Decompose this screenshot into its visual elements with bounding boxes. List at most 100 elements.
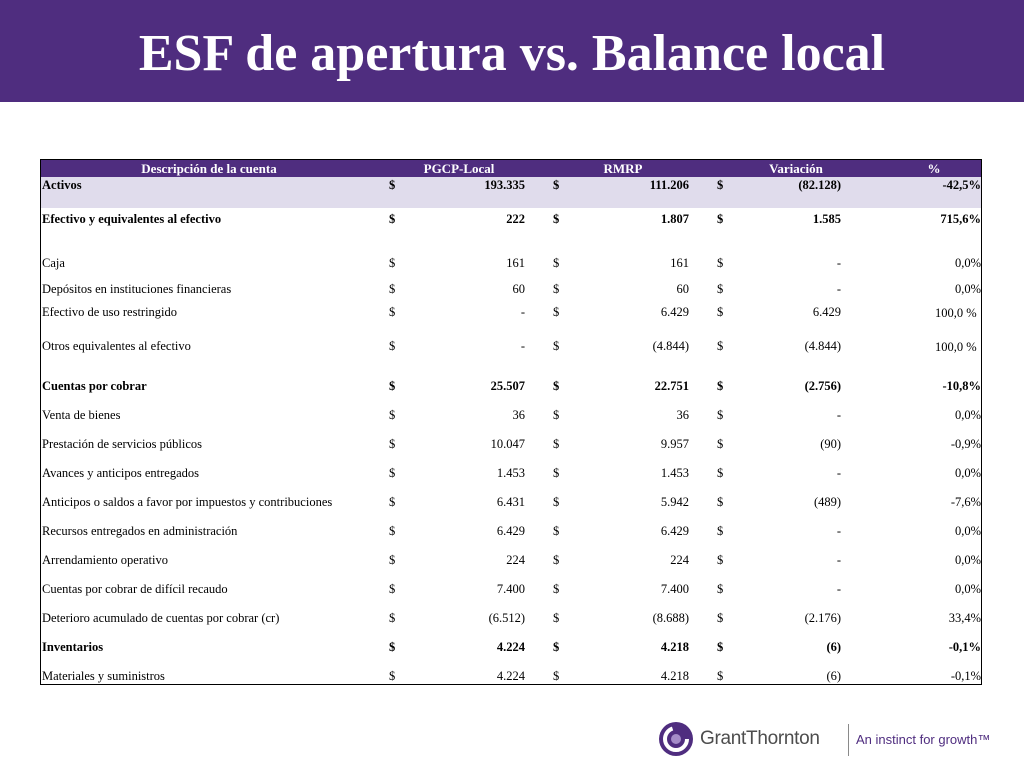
- currency-sign: $: [717, 466, 724, 480]
- rmrp-value: 7.400: [660, 582, 690, 596]
- table-row: Cuentas por cobrar de difícil recaudo $7.…: [41, 575, 981, 604]
- row-description: Activos: [41, 177, 377, 208]
- variacion-value: (90): [820, 437, 842, 451]
- currency-sign: $: [717, 305, 724, 319]
- balance-table-container: Descripción de la cuenta PGCP-Local RMRP…: [40, 159, 982, 685]
- table-row: Deterioro acumulado de cuentas por cobra…: [41, 604, 981, 633]
- percent-value: 0,0%: [954, 408, 982, 422]
- pgcp-local-value: 6.429: [496, 524, 526, 538]
- currency-sign: $: [717, 669, 724, 683]
- currency-sign: $: [553, 379, 560, 393]
- currency-sign: $: [389, 339, 396, 353]
- table-row-activos: Activos $193.335 $111.206 $ (82.128) -42,5%: [41, 177, 982, 208]
- row-description: Efectivo de uso restringido: [42, 305, 178, 319]
- row-description: Inventarios: [42, 640, 104, 654]
- currency-sign: $: [717, 339, 724, 353]
- currency-sign: $: [389, 437, 396, 451]
- rmrp-value: 36: [676, 408, 690, 422]
- grant-thornton-logo: GrantThornton An instinct for growth™: [658, 720, 998, 760]
- table-row: Caja $161 $161 $ - 0,0%: [41, 244, 981, 275]
- currency-sign: $: [717, 582, 724, 596]
- percent-value: 100,0 %: [935, 340, 977, 354]
- variacion-value: -: [836, 408, 842, 422]
- row-description: Recursos entregados en administración: [42, 524, 238, 538]
- currency-sign: $: [553, 553, 560, 567]
- pgcp-local-value: 1.453: [496, 466, 526, 480]
- currency-sign: $: [705, 177, 746, 208]
- row-description: Venta de bienes: [42, 408, 121, 422]
- rmrp-value: (8.688): [652, 611, 690, 625]
- balance-table: Descripción de la cuenta PGCP-Local RMRP…: [41, 160, 982, 691]
- row-description: Avances y anticipos entregados: [42, 466, 200, 480]
- header-rmrp: RMRP: [541, 160, 706, 177]
- currency-sign: $: [541, 177, 582, 208]
- variacion-value: -: [836, 524, 842, 538]
- variacion-value: (489): [813, 495, 842, 509]
- currency-sign: $: [389, 524, 396, 538]
- table-row: Prestación de servicios públicos $10.047 $…: [41, 430, 981, 459]
- logo-wordmark: GrantThornton: [700, 728, 820, 749]
- variacion-value: (2.756): [804, 379, 842, 393]
- row-description: Caja: [42, 256, 65, 270]
- percent-value: -0,9%: [950, 437, 982, 451]
- pgcp-local-value: 4.224: [496, 669, 526, 683]
- percent-value: 0,0%: [954, 256, 982, 270]
- rmrp-value: (4.844): [652, 339, 690, 353]
- table-row: Avances y anticipos entregados $1.453 $1.4…: [41, 459, 981, 488]
- variacion-value: (82.128): [745, 177, 888, 208]
- currency-sign: $: [717, 437, 724, 451]
- percent-value: 33,4%: [948, 611, 982, 625]
- logo-divider: [848, 724, 849, 756]
- currency-sign: $: [389, 212, 396, 226]
- currency-sign: $: [553, 524, 560, 538]
- currency-sign: $: [553, 256, 560, 270]
- pgcp-local-value: 222: [506, 212, 526, 226]
- variacion-value: (4.844): [804, 339, 842, 353]
- rmrp-value: 4.218: [660, 640, 690, 654]
- row-description: Depósitos en instituciones financieras: [42, 282, 232, 296]
- table-row: Arrendamiento operativo $224 $224 $ - 0,0%: [41, 546, 981, 575]
- currency-sign: $: [553, 408, 560, 422]
- currency-sign: $: [389, 466, 396, 480]
- table-row: Efectivo de uso restringido $ - $6.429 $6.42…: [41, 304, 981, 338]
- row-description: Cuentas por cobrar de difícil recaudo: [42, 582, 228, 596]
- currency-sign: $: [717, 495, 724, 509]
- currency-sign: $: [553, 339, 560, 353]
- rmrp-value: 60: [676, 282, 690, 296]
- currency-sign: $: [553, 495, 560, 509]
- rmrp-value: 111.206: [581, 177, 706, 208]
- currency-sign: $: [553, 611, 560, 625]
- header-variacion: Variación: [705, 160, 888, 177]
- percent-value: -0,1%: [948, 640, 982, 654]
- currency-sign: $: [717, 282, 724, 296]
- variacion-value: -: [836, 256, 842, 270]
- row-description: Otros equivalentes al efectivo: [42, 339, 191, 353]
- currency-sign: $: [389, 305, 396, 319]
- variacion-value: (6): [826, 640, 842, 654]
- currency-sign: $: [389, 640, 396, 654]
- variacion-value: 1.585: [812, 212, 842, 226]
- pgcp-local-value: 4.224: [496, 640, 526, 654]
- currency-sign: $: [377, 177, 417, 208]
- currency-sign: $: [553, 466, 560, 480]
- rmrp-value: 5.942: [660, 495, 690, 509]
- currency-sign: $: [553, 669, 560, 683]
- row-description: Efectivo y equivalentes al efectivo: [42, 212, 222, 226]
- header-percent: %: [887, 160, 982, 177]
- percent-value: 0,0%: [954, 282, 982, 296]
- table-header-row: Descripción de la cuenta PGCP-Local RMRP…: [41, 160, 982, 177]
- currency-sign: $: [389, 495, 396, 509]
- rmrp-value: 161: [670, 256, 690, 270]
- pgcp-local-value: (6.512): [488, 611, 526, 625]
- currency-sign: $: [717, 553, 724, 567]
- rmrp-value: 1.807: [660, 212, 690, 226]
- pgcp-local-value: 6.431: [496, 495, 526, 509]
- row-description: Materiales y suministros: [42, 669, 165, 683]
- pgcp-local-value: 193.335: [417, 177, 542, 208]
- percent-value: -10,8%: [942, 379, 982, 393]
- currency-sign: $: [389, 611, 396, 625]
- rmrp-value: 224: [670, 553, 690, 567]
- variacion-value: (6): [826, 669, 842, 683]
- variacion-value: -: [836, 553, 842, 567]
- pgcp-local-value: -: [520, 305, 526, 319]
